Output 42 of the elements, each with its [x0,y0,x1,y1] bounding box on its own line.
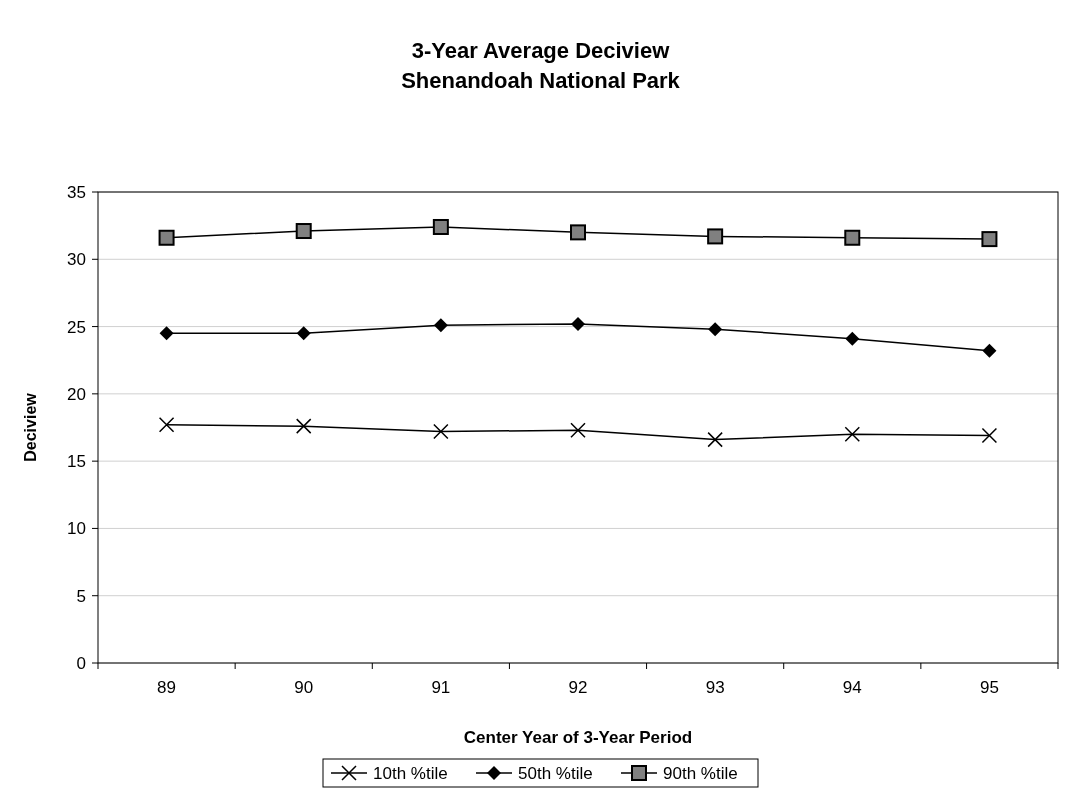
point [707,228,724,245]
point [981,231,998,248]
point [433,318,448,333]
x-tick-label: 89 [157,678,177,697]
y-tick-label: 10 [67,519,86,539]
point [844,426,861,442]
y-axis-title: Deciview [22,392,39,462]
point [296,326,311,341]
point [708,322,723,337]
point [571,316,585,331]
x-tick-label: 92 [568,678,588,697]
x-tick-label: 90 [294,678,314,697]
y-tick-label: 30 [67,250,86,270]
chart-title: 3-Year Average Deciview Shenandoah National Park [401,38,681,93]
y-tick-label: 15 [67,452,86,472]
legend-label: 50th %tile [518,763,593,783]
point [844,229,861,246]
point [570,422,586,438]
point [432,218,449,235]
point [981,427,998,444]
point [295,418,312,434]
point [982,343,997,358]
point [433,423,449,440]
point [159,326,174,341]
point [158,417,175,433]
x-tick-label: 93 [705,678,725,697]
y-tick-label: 25 [67,317,86,337]
x-tick-label: 94 [842,678,862,697]
y-tick-label: 35 [67,182,86,202]
point [707,431,723,448]
x-tick-label: 91 [431,678,451,697]
legend-label: 90th %tile [663,763,738,783]
y-tick-label: 20 [67,384,86,404]
point [845,331,860,346]
y-tick-label: 5 [76,586,86,606]
point [295,223,312,240]
x-tick-label: 95 [979,678,999,697]
point [158,229,175,246]
y-tick-label: 0 [76,653,86,673]
legend-label: 10th %tile [373,763,448,783]
x-axis-title: Center Year of 3-Year Period [463,728,693,747]
point [570,224,586,241]
